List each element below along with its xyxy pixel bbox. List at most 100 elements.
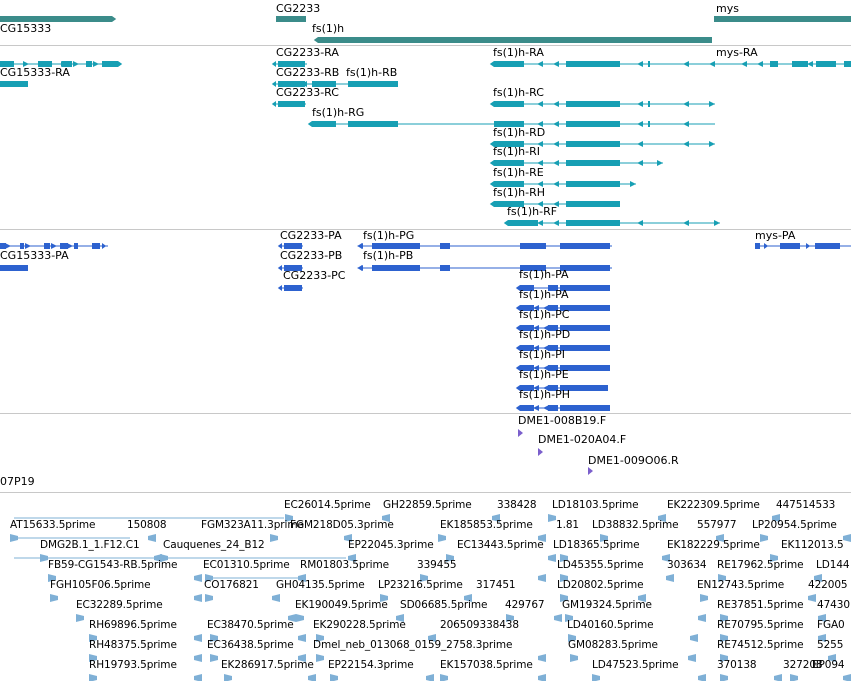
proteins-label[interactable]: fs(1)h-PH bbox=[519, 388, 571, 401]
strand-arrow-right[interactable] bbox=[714, 220, 720, 226]
gene-block[interactable] bbox=[0, 16, 112, 22]
bac-end-marker[interactable] bbox=[588, 467, 593, 475]
est-end-marker[interactable] bbox=[690, 634, 698, 642]
strand-arrow-left[interactable] bbox=[277, 265, 282, 271]
exon-block[interactable] bbox=[566, 121, 620, 127]
strand-arrow-right[interactable] bbox=[5, 243, 11, 249]
strand-arrow-left[interactable] bbox=[637, 220, 643, 226]
exon-block[interactable] bbox=[494, 121, 524, 127]
est-end-marker[interactable] bbox=[76, 614, 84, 622]
gene-block[interactable] bbox=[318, 37, 712, 43]
ests-label[interactable]: 557977 bbox=[697, 519, 737, 531]
ests-label[interactable]: EK185853.5prime bbox=[440, 519, 533, 531]
transcripts-label[interactable]: fs(1)h-RE bbox=[493, 166, 544, 179]
strand-arrow-left[interactable] bbox=[537, 160, 543, 166]
ests-label[interactable]: 150808 bbox=[127, 519, 167, 531]
ests-label[interactable]: CO176821 bbox=[204, 579, 259, 591]
strand-arrow-right[interactable] bbox=[51, 243, 57, 249]
strand-arrow-left[interactable] bbox=[683, 121, 689, 127]
exon-block[interactable] bbox=[440, 243, 450, 249]
strand-arrow-left[interactable] bbox=[515, 325, 520, 331]
exon-block[interactable] bbox=[548, 285, 558, 291]
strand-arrow-left[interactable] bbox=[637, 101, 643, 107]
est-end-marker[interactable] bbox=[210, 654, 218, 662]
transcripts-label[interactable]: CG2233-RC bbox=[276, 86, 339, 99]
strand-arrow-left[interactable] bbox=[553, 181, 559, 187]
gene-block[interactable] bbox=[714, 16, 851, 22]
exon-block[interactable] bbox=[102, 61, 118, 67]
ests-label[interactable]: RH48375.5prime bbox=[89, 639, 177, 651]
est-end-marker[interactable] bbox=[48, 574, 56, 582]
est-end-marker[interactable] bbox=[316, 654, 324, 662]
est-end-marker[interactable] bbox=[205, 594, 213, 602]
strand-arrow-left[interactable] bbox=[553, 101, 559, 107]
exon-block[interactable] bbox=[520, 325, 534, 331]
strand-arrow-left[interactable] bbox=[533, 405, 539, 411]
bacs-label[interactable]: DME1-008B19.F bbox=[518, 414, 607, 427]
ests-label[interactable]: 327208 bbox=[783, 659, 823, 671]
transcripts-label[interactable]: fs(1)h-RD bbox=[493, 126, 546, 139]
est-end-marker[interactable] bbox=[440, 674, 448, 681]
est-end-marker[interactable] bbox=[772, 514, 780, 522]
est-end-marker[interactable] bbox=[688, 654, 696, 662]
genes-label[interactable]: mys bbox=[716, 2, 739, 15]
strand-arrow-left[interactable] bbox=[537, 181, 543, 187]
exon-block[interactable] bbox=[816, 61, 836, 67]
est-end-marker[interactable] bbox=[344, 534, 352, 542]
ests-label[interactable]: 1.81 bbox=[556, 519, 579, 531]
exon-block[interactable] bbox=[520, 285, 534, 291]
strand-arrow-right[interactable] bbox=[67, 243, 73, 249]
proteins-label[interactable]: CG15333-PA bbox=[0, 249, 69, 262]
strand-arrow-left[interactable] bbox=[489, 181, 494, 187]
ests-label[interactable]: 206509338438 bbox=[440, 619, 519, 631]
exon-block[interactable] bbox=[312, 121, 336, 127]
ests-label[interactable]: 370138 bbox=[717, 659, 757, 671]
est-end-marker[interactable] bbox=[770, 554, 778, 562]
ests-label[interactable]: DMG2B.1_1.F12.C1 bbox=[40, 539, 140, 551]
strand-arrow-left[interactable] bbox=[301, 81, 307, 87]
strand-arrow-left[interactable] bbox=[271, 81, 276, 87]
ests-label[interactable]: 429767 bbox=[505, 599, 545, 611]
bacs-label[interactable]: DME1-020A04.F bbox=[538, 433, 627, 446]
exon-block[interactable] bbox=[648, 121, 650, 127]
est-end-marker[interactable] bbox=[288, 614, 296, 622]
strand-arrow-right[interactable] bbox=[657, 160, 663, 166]
est-end-marker[interactable] bbox=[548, 554, 556, 562]
strand-arrow-left[interactable] bbox=[533, 385, 539, 391]
est-end-marker[interactable] bbox=[438, 534, 446, 542]
strand-arrow-left[interactable] bbox=[543, 405, 549, 411]
est-end-marker[interactable] bbox=[89, 634, 97, 642]
est-end-marker[interactable] bbox=[666, 574, 674, 582]
exon-block[interactable] bbox=[755, 243, 760, 249]
exon-block[interactable] bbox=[92, 243, 100, 249]
exon-block[interactable] bbox=[560, 365, 610, 371]
exon-block[interactable] bbox=[74, 243, 78, 249]
strand-arrow-left[interactable] bbox=[515, 305, 520, 311]
ests-label[interactable]: AT15633.5prime bbox=[10, 519, 96, 531]
est-end-marker[interactable] bbox=[380, 594, 388, 602]
est-end-marker[interactable] bbox=[554, 614, 562, 622]
exon-block[interactable] bbox=[548, 405, 558, 411]
est-end-marker[interactable] bbox=[720, 654, 728, 662]
strand-arrow-left[interactable] bbox=[537, 101, 543, 107]
strand-arrow-left[interactable] bbox=[543, 365, 549, 371]
ests-label[interactable]: EK112013.5 bbox=[781, 539, 844, 551]
est-end-marker[interactable] bbox=[270, 534, 278, 542]
exon-block[interactable] bbox=[278, 61, 305, 67]
ests-label[interactable]: EK190049.5prime bbox=[295, 599, 388, 611]
strand-arrow-left[interactable] bbox=[543, 385, 549, 391]
exon-block[interactable] bbox=[566, 160, 620, 166]
strand-arrow-left[interactable] bbox=[387, 243, 393, 249]
strand-arrow-right[interactable] bbox=[112, 16, 117, 22]
strand-arrow-right[interactable] bbox=[709, 101, 715, 107]
exon-block[interactable] bbox=[520, 365, 534, 371]
est-end-marker[interactable] bbox=[446, 554, 454, 562]
est-end-marker[interactable] bbox=[285, 514, 293, 522]
exon-block[interactable] bbox=[0, 61, 14, 67]
ests-label[interactable]: EK182229.5prime bbox=[667, 539, 760, 551]
est-end-marker[interactable] bbox=[720, 614, 728, 622]
strand-arrow-left[interactable] bbox=[709, 61, 715, 67]
gene-block[interactable] bbox=[276, 16, 306, 22]
bac-end-marker[interactable] bbox=[518, 429, 523, 437]
ests-label[interactable]: FB59-CG1543-RB.5prime bbox=[48, 559, 178, 571]
